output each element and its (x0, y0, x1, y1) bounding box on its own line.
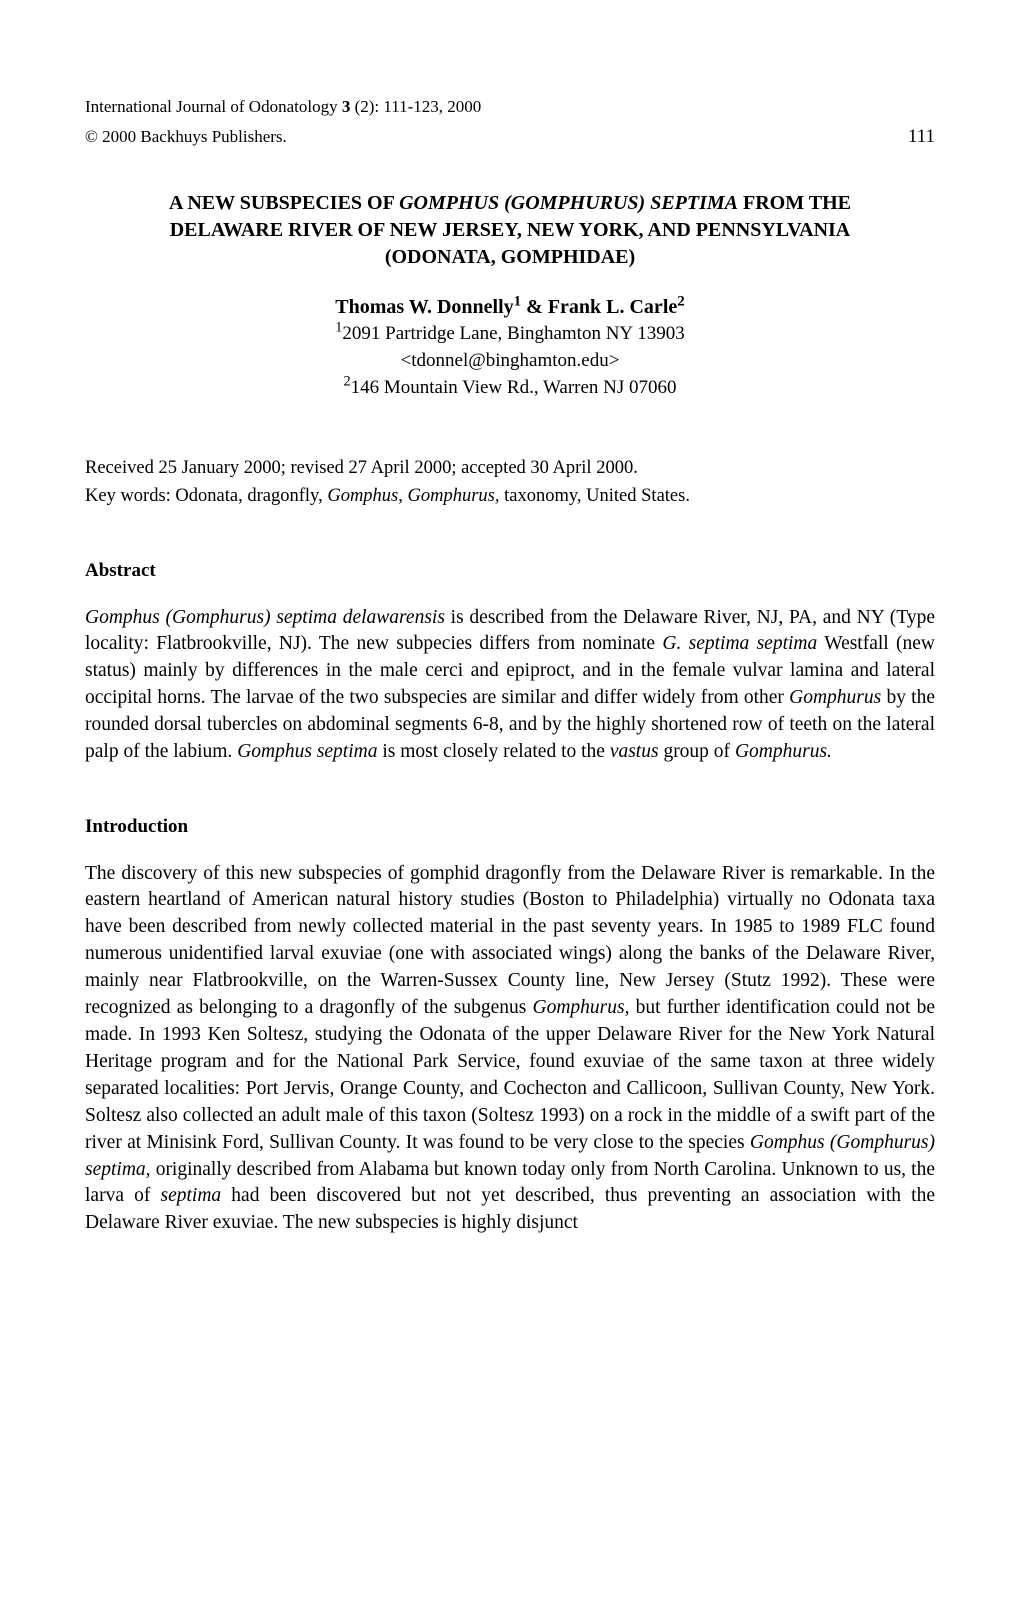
affiliation-2: 2146 Mountain View Rd., Warren NJ 07060 (85, 375, 935, 402)
abstract-body: Gomphus (Gomphurus) septima delawarensis… (85, 605, 935, 766)
intro-i2: Gomphurus, (532, 997, 629, 1018)
received-dates: Received 25 January 2000; revised 27 Apr… (85, 456, 935, 482)
abs-i5: vastus (610, 741, 659, 762)
title-1-after: FROM THE (738, 192, 851, 214)
journal-prefix: International Journal of Odonatology (85, 97, 342, 116)
keywords: Key words: Odonata, dragonfly, Gomphus, … (85, 484, 935, 510)
abs-t5: group of (659, 741, 735, 762)
copyright-text: © 2000 Backhuys Publishers. (85, 125, 287, 149)
author-email: <tdonnel@binghamton.edu> (85, 348, 935, 375)
abs-i1: Gomphus (Gomphurus) septima delawarensis (85, 607, 445, 628)
author-amp: & (521, 296, 548, 318)
intro-t2: but further identification could not be … (85, 997, 935, 1153)
intro-i4: septima (160, 1185, 221, 1206)
journal-issue-pages: (2): 111-123, 2000 (350, 97, 481, 116)
affiliation-1: 12091 Partridge Lane, Binghamton NY 1390… (85, 321, 935, 348)
authors-block: Thomas W. Donnelly1 & Frank L. Carle2 12… (85, 293, 935, 401)
keywords-suffix: taxonomy, United States. (500, 486, 690, 506)
abs-i2: G. septima septima (662, 633, 817, 654)
page-number: 111 (908, 124, 935, 151)
introduction-heading: Introduction (85, 814, 935, 841)
title-line-3: (ODONATA, GOMPHIDAE) (85, 244, 935, 271)
article-title: A NEW SUBSPECIES OF GOMPHUS (GOMPHURUS) … (85, 190, 935, 271)
keywords-prefix: Key words: Odonata, dragonfly, (85, 486, 327, 506)
aff-1-text: 2091 Partridge Lane, Binghamton NY 13903 (342, 323, 684, 344)
keywords-italic: Gomphus, Gomphurus, (327, 486, 499, 506)
abs-i6: Gomphurus. (735, 741, 832, 762)
intro-t1: The discovery of this new subspecies of … (85, 863, 935, 1019)
author-names: Thomas W. Donnelly1 & Frank L. Carle2 (85, 293, 935, 321)
copyright-pagenum-row: © 2000 Backhuys Publishers. 111 (85, 124, 935, 151)
title-line-1: A NEW SUBSPECIES OF GOMPHUS (GOMPHURUS) … (85, 190, 935, 217)
title-line-2: DELAWARE RIVER OF NEW JERSEY, NEW YORK, … (85, 217, 935, 244)
abs-t4: is most closely related to the (377, 741, 609, 762)
abstract-heading: Abstract (85, 558, 935, 585)
journal-citation: International Journal of Odonatology 3 (… (85, 95, 935, 119)
introduction-body: The discovery of this new subspecies of … (85, 861, 935, 1238)
title-1-italic: GOMPHUS (GOMPHURUS) SEPTIMA (399, 192, 738, 214)
abs-i3: Gomphurus (789, 687, 881, 708)
author-1-name: Thomas W. Donnelly (335, 296, 513, 318)
abs-i4: Gomphus septima (237, 741, 377, 762)
author-2-sup: 2 (677, 294, 685, 310)
aff-2-sup: 2 (343, 373, 350, 389)
author-2-name: Frank L. Carle (548, 296, 677, 318)
aff-2-text: 146 Mountain View Rd., Warren NJ 07060 (351, 377, 677, 398)
title-1-before: A NEW SUBSPECIES OF (169, 192, 399, 214)
